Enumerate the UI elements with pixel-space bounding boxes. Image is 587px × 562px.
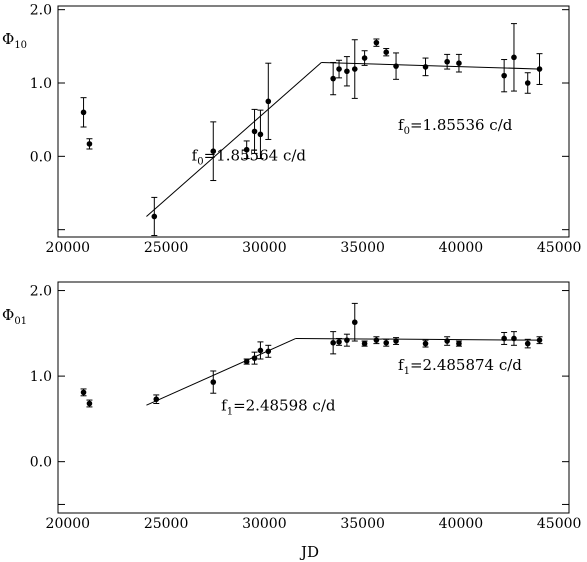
x-tick-label: 30000 <box>242 516 287 532</box>
data-point <box>243 358 250 365</box>
data-point <box>524 80 531 86</box>
data-point <box>151 213 158 220</box>
y-axis-label: Φ10 <box>2 30 27 51</box>
data-point <box>501 72 507 79</box>
data-point <box>361 55 368 61</box>
plot-frame <box>57 281 570 514</box>
y-tick-label: 2.0 <box>30 3 52 19</box>
data-point <box>422 64 429 70</box>
fit-line <box>146 338 297 406</box>
y-tick-label: 0.0 <box>30 455 52 471</box>
frequency-annotation: f1=2.485874 c/d <box>398 356 522 377</box>
data-point <box>524 340 531 347</box>
data-point <box>351 66 358 72</box>
fit-line <box>321 61 542 70</box>
data-point <box>153 396 160 403</box>
top-panel: 20000 25000 30000 35000 40000 45000 0.0 1.0 2.0Φ… <box>2 3 581 256</box>
data-point <box>373 337 380 343</box>
data-point <box>257 131 264 138</box>
data-point <box>251 355 258 361</box>
frequency-annotation: f0=1.85564 c/d <box>192 147 307 168</box>
data-point <box>86 141 93 147</box>
data-point <box>80 389 87 396</box>
data-point <box>257 347 264 354</box>
data-point <box>383 49 390 55</box>
y-tick-label: 1.0 <box>30 76 52 92</box>
data-point <box>361 340 368 347</box>
data-point <box>536 337 543 343</box>
data-point <box>336 66 342 72</box>
data-point <box>336 339 342 345</box>
plot-frame <box>57 5 570 238</box>
bottom-panel: 20000 25000 30000 35000 40000 45000 0.0 1.0 2.0Φ… <box>2 281 582 532</box>
data-point <box>351 319 358 326</box>
data-point <box>444 58 450 65</box>
data-point <box>344 68 350 75</box>
fit-line <box>146 62 322 217</box>
x-tick-label: 45000 <box>537 516 582 532</box>
x-tick-label: 20000 <box>46 516 91 532</box>
data-point <box>422 340 429 347</box>
x-tick-label: 25000 <box>144 240 189 256</box>
data-point <box>330 339 336 346</box>
data-point <box>344 337 350 343</box>
data-point <box>80 109 87 116</box>
data-point <box>456 340 462 347</box>
x-tick-label: 40000 <box>439 516 484 532</box>
data-point <box>373 39 380 46</box>
data-point <box>330 75 336 82</box>
x-tick-label: 30000 <box>242 240 287 256</box>
y-tick-label: 2.0 <box>30 284 52 300</box>
data-point <box>501 335 507 342</box>
x-tick-label: 35000 <box>340 516 385 532</box>
y-tick-label: 1.0 <box>30 369 52 385</box>
data-point <box>383 339 390 346</box>
data-point <box>511 54 517 61</box>
data-point <box>444 338 450 344</box>
data-point <box>456 60 462 66</box>
data-point <box>243 146 250 153</box>
data-point <box>86 400 93 407</box>
data-point <box>393 63 399 69</box>
data-point <box>511 335 517 342</box>
data-point <box>210 148 217 154</box>
data-point <box>265 348 272 355</box>
data-point <box>251 128 258 135</box>
x-tick-label: 35000 <box>340 240 385 256</box>
x-tick-label: 20000 <box>46 240 91 256</box>
data-point <box>210 379 217 385</box>
x-tick-label: 45000 <box>537 240 582 256</box>
frequency-annotation: f0=1.85536 c/d <box>398 116 513 137</box>
y-axis-label: Φ01 <box>2 306 27 327</box>
data-point <box>393 338 399 344</box>
y-tick-label: 0.0 <box>30 149 52 165</box>
data-point <box>536 66 543 72</box>
shared-x-axis-label: JD <box>299 543 319 561</box>
data-point <box>265 98 272 105</box>
x-tick-label: 40000 <box>439 240 484 256</box>
x-tick-label: 25000 <box>144 516 189 532</box>
frequency-annotation: f1=2.48598 c/d <box>221 396 336 417</box>
